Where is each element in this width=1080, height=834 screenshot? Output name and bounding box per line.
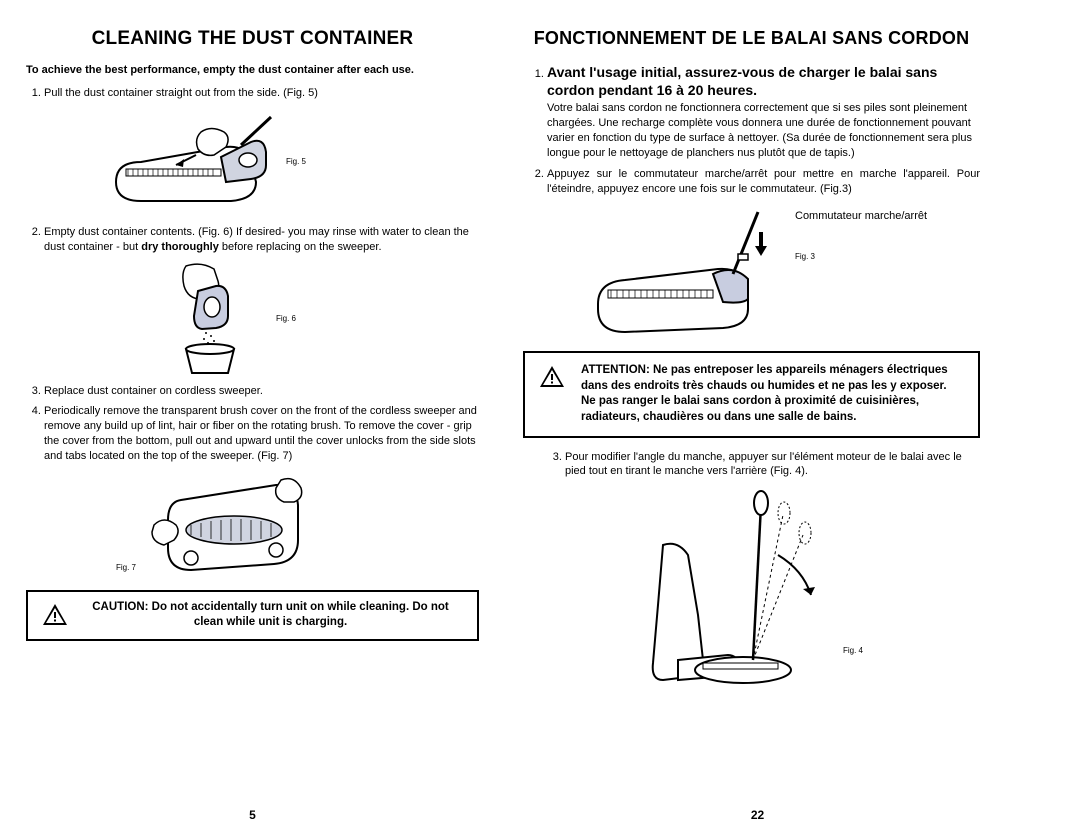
left-step2: Empty dust container contents. (Fig. 6) … [44, 225, 479, 255]
fig3-caption: Fig. 3 [795, 252, 927, 261]
fig4-illustration [643, 485, 833, 685]
left-steps3: Replace dust container on cordless sweep… [26, 384, 479, 464]
fig6-caption: Fig. 6 [276, 314, 296, 323]
fig3-illustration [583, 204, 783, 339]
right-step1: Avant l'usage initial, assurez-vous de c… [547, 63, 980, 161]
left-steps: Pull the dust container straight out fro… [26, 86, 479, 101]
switch-label: Commutateur marche/arrêt [795, 210, 927, 222]
right-attention-box: ATTENTION: Ne pas entreposer les apparei… [523, 351, 980, 437]
fig5-illustration [106, 107, 276, 217]
left-steps2: Empty dust container contents. (Fig. 6) … [26, 225, 479, 255]
warning-icon [42, 603, 68, 627]
fig6-illustration [156, 261, 266, 376]
left-caution-text: CAUTION: Do not accidentally turn unit o… [78, 600, 463, 631]
left-caution-box: CAUTION: Do not accidentally turn unit o… [26, 590, 479, 641]
right-page: FONCTIONNEMENT DE LE BALAI SANS CORDON A… [505, 0, 1010, 834]
fig5-row: Fig. 5 [106, 107, 479, 217]
left-title: CLEANING THE DUST CONTAINER [26, 28, 479, 50]
right-steps: Avant l'usage initial, assurez-vous de c… [523, 63, 980, 196]
right-steps3: Pour modifier l'angle du manche, appuyer… [523, 450, 980, 480]
left-step3: Replace dust container on cordless sweep… [44, 384, 479, 399]
left-page: CLEANING THE DUST CONTAINER To achieve t… [0, 0, 505, 834]
right-attention-text: ATTENTION: Ne pas entreposer les apparei… [575, 363, 964, 425]
fig7-caption: Fig. 7 [116, 563, 136, 572]
fig7-row: Fig. 7 [116, 470, 479, 580]
fig3-row: Commutateur marche/arrêt Fig. 3 [583, 204, 980, 339]
left-step4: Periodically remove the transparent brus… [44, 404, 479, 463]
fig4-row: Fig. 4 [643, 485, 980, 685]
left-subhead: To achieve the best performance, empty t… [26, 64, 479, 76]
fig4-caption: Fig. 4 [843, 646, 863, 655]
right-title: FONCTIONNEMENT DE LE BALAI SANS CORDON [523, 28, 980, 49]
warning-icon [539, 365, 565, 389]
left-step1: Pull the dust container straight out fro… [44, 86, 479, 101]
right-step2: Appuyez sur le commutateur marche/arrêt … [547, 167, 980, 197]
fig5-caption: Fig. 5 [286, 157, 306, 166]
fig6-row: Fig. 6 [156, 261, 479, 376]
fig7-illustration [146, 470, 306, 580]
right-page-num: 22 [505, 808, 1010, 822]
left-page-num: 5 [0, 808, 505, 822]
right-step3: Pour modifier l'angle du manche, appuyer… [565, 450, 980, 480]
